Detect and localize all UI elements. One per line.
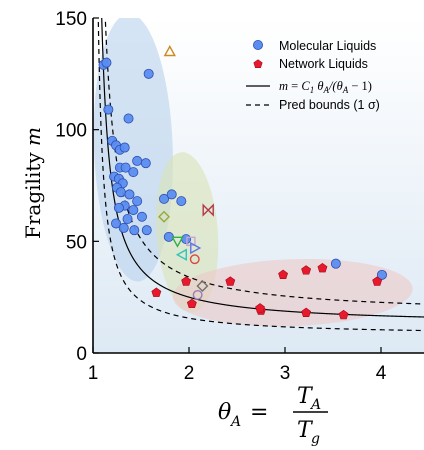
other-liquid-triangle-down	[171, 236, 184, 248]
legend-molecular-label: Molecular Liquids	[279, 39, 376, 53]
x-label-denominator: T	[297, 418, 314, 443]
fit-curves	[97, 18, 424, 332]
other-liquid-circle	[192, 289, 203, 300]
molecular-point	[376, 269, 387, 280]
axis-ticks: 1 2 3 4 0 50 100 150	[55, 9, 386, 384]
molecular-point	[128, 205, 139, 216]
network-point	[278, 269, 289, 280]
molecular-point	[113, 202, 124, 213]
molecular-point	[176, 196, 187, 207]
legend-bounds-label: Pred bounds (1 σ)	[279, 98, 380, 112]
x-tick-label: 1	[88, 363, 99, 384]
molecular-point	[129, 225, 140, 236]
x-label-numerator-sub: A	[309, 397, 321, 413]
network-point	[186, 298, 197, 309]
network-point	[255, 303, 265, 313]
molecular-point	[123, 113, 134, 124]
x-label-numerator: T	[297, 384, 314, 409]
molecular-point	[120, 162, 131, 173]
molecular-point	[141, 225, 152, 236]
other-liquid-diamond	[158, 210, 171, 223]
x-tick-label: 3	[280, 363, 291, 384]
network-point	[151, 287, 162, 297]
molecular-point	[132, 155, 143, 166]
cluster-ellipse-1	[93, 18, 173, 282]
fit-curve	[101, 18, 424, 318]
y-tick-label: 0	[76, 344, 87, 365]
legend-network-label: Network Liquids	[279, 57, 368, 71]
molecular-point	[330, 258, 341, 269]
network-point	[317, 262, 328, 273]
legend-molecular-marker	[252, 40, 263, 51]
x-tick-label: 4	[376, 363, 387, 384]
cluster-ellipse-3	[172, 258, 413, 327]
x-label-theta-sub: A	[229, 414, 241, 430]
y-tick-label: 50	[66, 232, 87, 253]
other-liquid-circle	[189, 254, 200, 265]
x-label-equals: =	[250, 400, 268, 425]
molecular-point	[143, 68, 154, 79]
molecular-point	[101, 57, 112, 68]
molecular-point	[119, 142, 130, 153]
axes-frame	[92, 18, 424, 354]
x-tick-label: 2	[184, 363, 195, 384]
other-liquid-diamond	[196, 280, 209, 292]
molecular-point	[115, 187, 126, 198]
molecular-point	[140, 158, 151, 169]
molecular-point	[136, 211, 147, 222]
x-axis-label: θ A = T A T g	[218, 384, 328, 447]
molecular-point	[181, 234, 192, 245]
legend-fit-label: m = C1 θA/(θA − 1)	[279, 79, 372, 95]
network-point	[338, 309, 349, 320]
upper-bound-curve	[104, 18, 424, 305]
network-point	[181, 276, 192, 286]
y-axis-label: Fragility m	[21, 127, 45, 239]
molecular-point	[128, 167, 139, 178]
other-liquid-triangle-up	[163, 45, 176, 57]
molecular-point	[132, 196, 143, 207]
other-liquid-triangle-right	[190, 241, 202, 255]
x-label-theta: θ	[218, 400, 231, 425]
x-label-denominator-sub: g	[311, 431, 320, 447]
y-tick-label: 100	[55, 121, 87, 142]
molecular-point	[118, 222, 129, 233]
molecular-point	[122, 213, 133, 224]
molecular-point	[103, 104, 114, 115]
other-liquid-triangle-left	[175, 248, 187, 261]
network-point	[372, 276, 383, 286]
legend: Molecular Liquids Network Liquids m = C1…	[246, 39, 380, 112]
y-tick-label: 150	[55, 9, 87, 30]
network-point	[301, 307, 312, 317]
other-liquid-bowtie	[202, 203, 214, 217]
molecular-point	[124, 189, 135, 200]
network-point	[225, 276, 236, 286]
lower-bound-curve	[97, 18, 424, 332]
molecular-point	[159, 193, 170, 204]
molecular-point	[166, 189, 177, 200]
molecular-point	[111, 218, 122, 229]
network-point	[301, 265, 312, 275]
legend-network-marker	[253, 59, 263, 68]
data-points	[98, 45, 387, 320]
